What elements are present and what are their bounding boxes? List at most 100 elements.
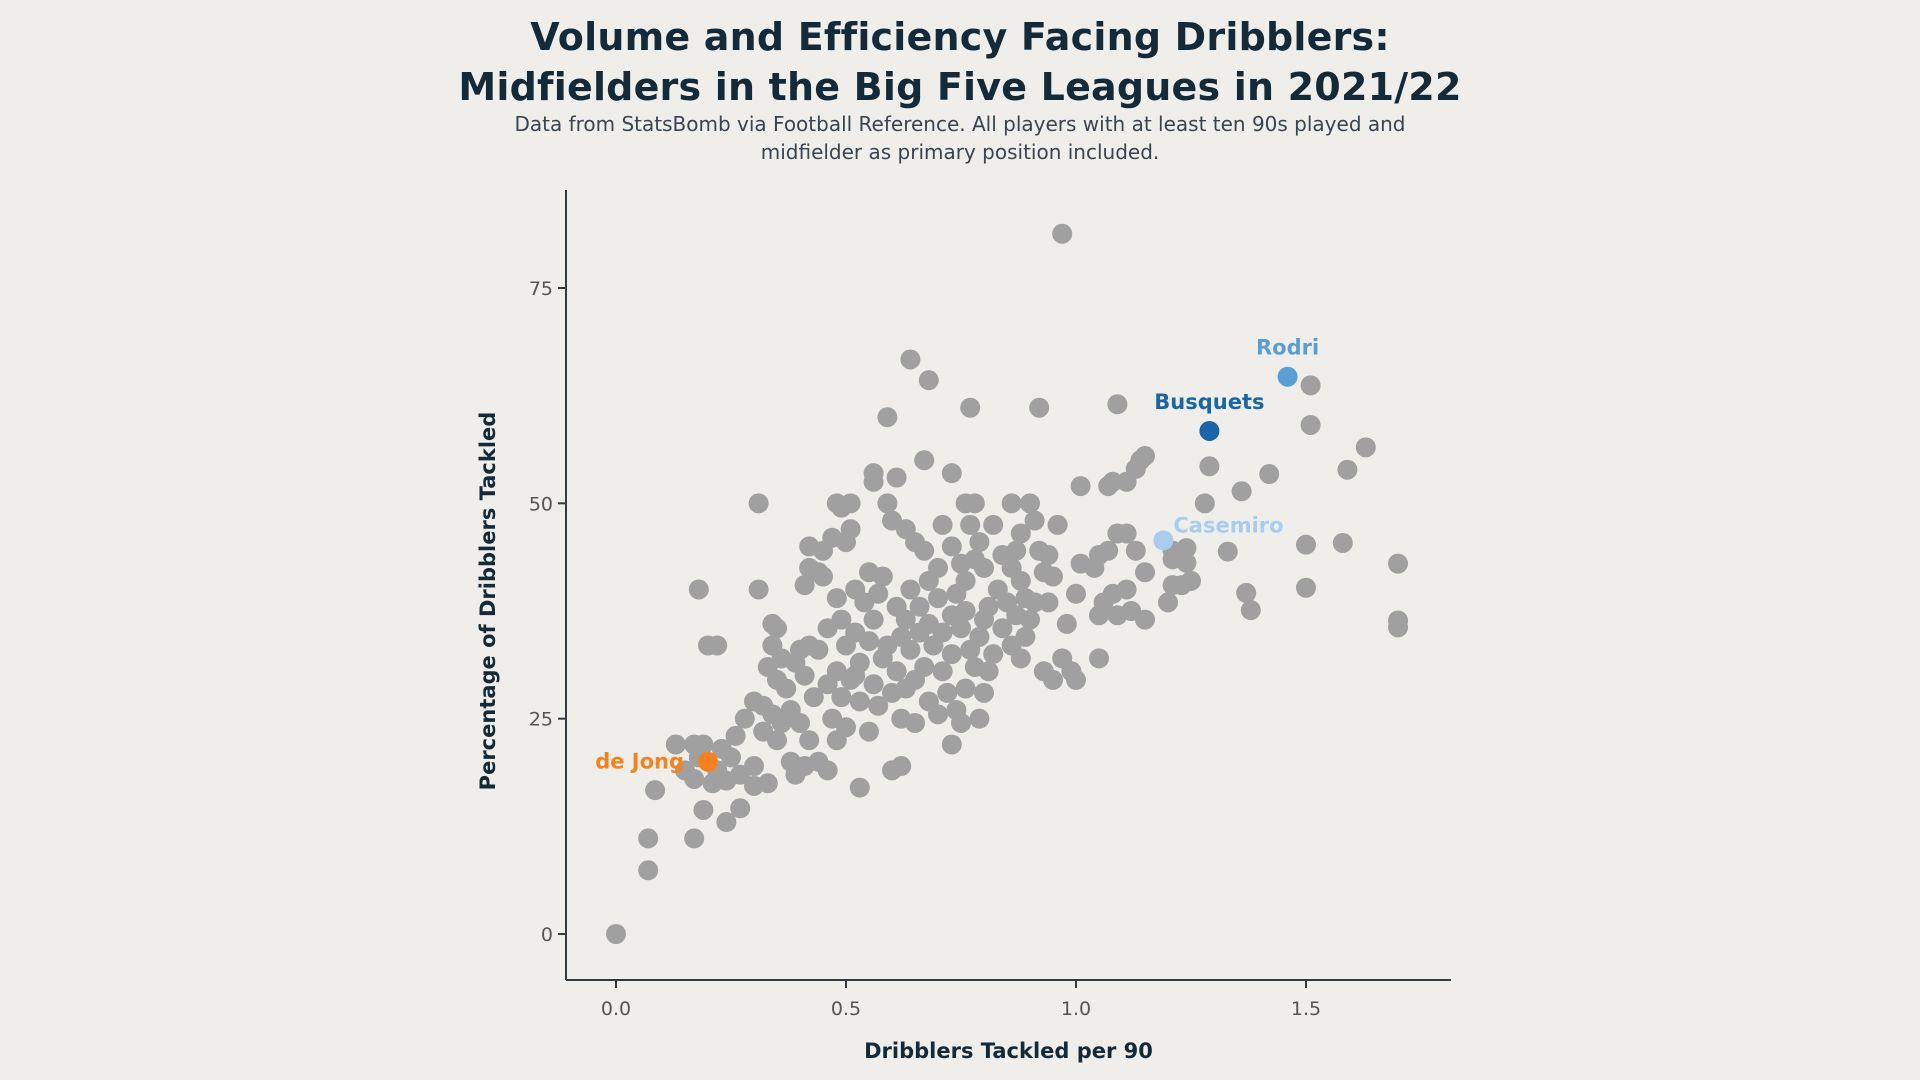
- data-point: [1296, 534, 1316, 555]
- data-point: [1047, 514, 1068, 535]
- highlight-point-casemiro: [1153, 530, 1174, 551]
- data-point: [849, 777, 870, 798]
- y-tick-label: 75: [529, 278, 553, 300]
- data-point: [849, 691, 870, 712]
- data-point: [1006, 540, 1027, 561]
- data-point: [1102, 471, 1123, 492]
- data-point: [794, 575, 815, 596]
- data-point: [868, 695, 889, 716]
- data-point: [863, 609, 884, 630]
- data-point: [941, 734, 962, 755]
- data-point: [1176, 538, 1197, 559]
- data-point: [877, 407, 898, 428]
- data-point: [1038, 592, 1059, 613]
- data-point: [716, 812, 737, 833]
- data-point: [808, 639, 829, 660]
- data-point: [757, 773, 778, 794]
- chart-title: Volume and Efficiency Facing Dribblers: …: [0, 12, 1920, 112]
- data-point: [859, 562, 879, 583]
- data-point: [1084, 557, 1105, 578]
- data-point: [748, 493, 769, 514]
- data-point: [964, 549, 985, 570]
- data-point: [960, 514, 981, 535]
- data-point: [1052, 223, 1073, 244]
- data-point: [905, 712, 925, 733]
- data-point: [688, 579, 709, 600]
- data-point: [845, 579, 866, 600]
- x-tick-label: 1.5: [1291, 998, 1321, 1020]
- chart-subtitle-line-1: Data from StatsBomb via Football Referen…: [514, 112, 1406, 136]
- data-point: [978, 596, 999, 617]
- data-point: [1199, 456, 1220, 477]
- data-point: [1194, 493, 1215, 514]
- data-point: [1043, 566, 1063, 587]
- data-point: [914, 450, 935, 471]
- data-point: [831, 687, 852, 708]
- data-point: [928, 557, 948, 578]
- x-tick-label: 1.0: [1061, 998, 1091, 1020]
- data-point: [1135, 445, 1155, 466]
- data-point: [900, 579, 921, 600]
- data-point: [951, 618, 971, 639]
- data-point: [1029, 397, 1050, 418]
- highlight-label-rodri: Rodri: [1256, 336, 1319, 360]
- data-point: [1181, 570, 1201, 591]
- data-point: [840, 493, 861, 514]
- data-point: [1332, 532, 1353, 553]
- y-tick-label: 0: [541, 924, 553, 946]
- data-point: [882, 510, 902, 531]
- data-point: [969, 626, 990, 647]
- data-point: [645, 780, 666, 801]
- data-point: [941, 463, 962, 484]
- data-point: [955, 678, 976, 699]
- data-point: [969, 532, 990, 553]
- data-point: [725, 725, 746, 746]
- x-axis-title: Dribblers Tackled per 90: [864, 1039, 1153, 1063]
- data-point: [799, 730, 820, 751]
- data-point: [863, 674, 884, 695]
- data-point: [955, 601, 976, 621]
- data-point: [960, 397, 981, 418]
- data-point: [730, 798, 751, 819]
- data-point: [1020, 609, 1040, 630]
- data-point: [790, 712, 810, 733]
- data-point: [1116, 579, 1137, 600]
- data-point: [734, 708, 755, 729]
- data-point: [794, 665, 815, 686]
- data-point: [941, 644, 962, 665]
- data-point: [1107, 394, 1128, 415]
- data-point: [808, 562, 829, 583]
- data-point: [1024, 592, 1045, 613]
- data-point: [693, 799, 714, 820]
- data-point: [886, 661, 907, 682]
- data-point: [868, 583, 889, 604]
- data-point: [638, 828, 659, 849]
- data-point: [785, 764, 806, 785]
- data-point: [1089, 648, 1109, 669]
- y-axis-title: Percentage of Dribblers Tackled: [476, 412, 500, 791]
- data-point: [1015, 626, 1036, 647]
- data-point: [748, 579, 769, 600]
- data-point: [909, 596, 930, 617]
- x-tick-label: 0.0: [601, 998, 631, 1020]
- data-point: [983, 514, 1004, 535]
- data-point: [946, 583, 967, 604]
- data-point: [983, 644, 1004, 665]
- data-point: [1125, 540, 1146, 561]
- data-point: [707, 635, 728, 656]
- data-point: [817, 618, 838, 639]
- data-point: [1020, 493, 1040, 514]
- y-tick-label: 25: [529, 709, 553, 731]
- data-point: [1135, 562, 1155, 583]
- data-point: [638, 860, 659, 881]
- highlight-layer: Rodri Busquets Casemiro de Jong: [595, 336, 1319, 774]
- data-point: [684, 768, 705, 789]
- data-point: [606, 924, 626, 944]
- data-point: [932, 622, 953, 643]
- data-point: [905, 669, 925, 690]
- data-point: [744, 756, 764, 777]
- data-point: [1135, 609, 1155, 630]
- data-point: [1038, 545, 1059, 566]
- data-point: [826, 493, 847, 514]
- highlight-point-de-jong: [698, 751, 718, 772]
